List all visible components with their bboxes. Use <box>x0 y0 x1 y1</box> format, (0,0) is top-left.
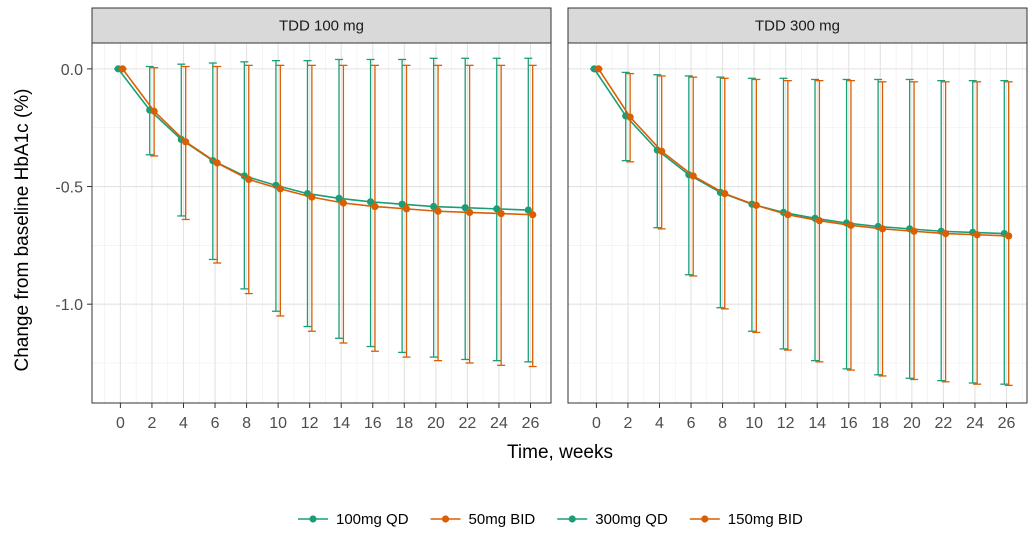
x-tick-label: 14 <box>332 415 350 432</box>
x-tick-label: 2 <box>623 415 632 432</box>
series-line <box>597 68 1009 237</box>
data-point <box>942 229 950 238</box>
legend-label: 50mg BID <box>469 511 536 528</box>
legend-item-50mg-bid: 50mg BID <box>430 511 536 528</box>
x-tick-label: 8 <box>242 415 251 432</box>
data-point <box>335 194 343 202</box>
series-50mg-bid <box>118 64 537 368</box>
x-tick-label: 6 <box>211 415 220 432</box>
data-point <box>689 172 697 180</box>
data-point <box>626 113 634 121</box>
y-tick-label: 0.0 <box>61 62 83 79</box>
legend: 100mg QD 50mg BID 300mg QD 150mg BID <box>298 511 803 528</box>
data-point <box>878 225 887 233</box>
series-line <box>121 68 533 216</box>
data-point <box>371 202 379 211</box>
x-tick-label: 22 <box>459 415 477 432</box>
x-axis-title: Time, weeks <box>507 442 613 463</box>
x-tick-label: 12 <box>301 415 319 432</box>
x-tick-label: 10 <box>269 415 287 432</box>
data-point <box>213 159 221 167</box>
x-tick-label: 16 <box>840 415 858 432</box>
x-tick-label: 4 <box>179 415 188 432</box>
plot-area <box>92 43 551 403</box>
panels-layer: TDD 100 mg0 2 4 6 8 10 12 14 16 18 20 22 24 260.0-0.5… <box>55 7 1028 432</box>
y-axis-title: Change from baseline HbA1c (%) <box>12 88 33 371</box>
x-tick-label: 22 <box>935 415 953 432</box>
data-point <box>461 204 469 212</box>
x-tick-label: 18 <box>871 415 889 432</box>
data-point <box>182 138 190 146</box>
data-point <box>910 227 918 235</box>
data-point <box>402 205 411 213</box>
legend-item-150mg-bid: 150mg BID <box>689 511 803 528</box>
data-point <box>493 205 501 213</box>
legend-key-point <box>568 515 576 523</box>
legend-key-point <box>701 515 709 523</box>
data-point <box>594 65 603 73</box>
x-tick-label: 4 <box>655 415 664 432</box>
data-point <box>815 217 824 225</box>
facet-strip-label: TDD 100 mg <box>279 18 364 35</box>
facet-strip-label: TDD 300 mg <box>755 18 840 35</box>
data-point <box>847 221 855 229</box>
data-point <box>366 198 375 206</box>
y-tick-label: -0.5 <box>55 180 83 197</box>
data-point <box>308 193 316 201</box>
x-tick-label: 18 <box>395 415 413 432</box>
x-tick-label: 16 <box>364 415 382 432</box>
data-point <box>973 231 981 239</box>
data-point <box>245 175 253 184</box>
data-point <box>118 65 127 73</box>
panel-2: TDD 300 mg0 2 4 6 8 10 12 14 16 18 20 22 24 26 <box>567 7 1028 432</box>
x-tick-label: 2 <box>147 415 156 432</box>
data-point <box>434 207 442 215</box>
panel-1: TDD 100 mg0 2 4 6 8 10 12 14 16 18 20 22 24 260.0-0.5… <box>55 7 552 432</box>
x-tick-label: 10 <box>745 415 763 432</box>
legend-label: 150mg BID <box>728 511 803 528</box>
x-tick-label: 6 <box>687 415 696 432</box>
panel-border <box>567 42 1028 404</box>
facet-strip <box>91 7 552 44</box>
x-tick-label: 26 <box>522 415 540 432</box>
legend-label: 300mg QD <box>595 511 668 528</box>
data-point <box>721 189 729 198</box>
data-point <box>466 208 474 217</box>
data-point <box>524 206 532 214</box>
data-point <box>784 211 792 219</box>
facet-strip <box>567 7 1028 44</box>
x-tick-label: 24 <box>966 415 984 432</box>
panel-border <box>91 42 552 404</box>
x-tick-label: 12 <box>777 415 795 432</box>
x-tick-label: 20 <box>427 415 445 432</box>
plot-area <box>568 43 1027 403</box>
x-tick-label: 8 <box>718 415 727 432</box>
data-point <box>276 185 284 193</box>
data-point <box>529 211 537 219</box>
x-tick-label: 20 <box>903 415 921 432</box>
y-tick-label: -1.0 <box>55 297 83 314</box>
data-point <box>150 107 158 115</box>
x-tick-label: 0 <box>592 415 601 432</box>
x-tick-label: 14 <box>808 415 826 432</box>
data-point <box>1005 232 1013 240</box>
data-point <box>497 209 505 218</box>
x-tick-label: 26 <box>998 415 1016 432</box>
legend-item-300mg-qd: 300mg QD <box>557 511 668 528</box>
data-point <box>752 201 760 209</box>
legend-key-point <box>309 515 317 523</box>
legend-label: 100mg QD <box>336 511 409 528</box>
legend-key-point <box>441 515 450 523</box>
x-tick-label: 0 <box>116 415 125 432</box>
data-point <box>430 202 438 211</box>
series-150mg-bid <box>594 65 1013 387</box>
data-point <box>398 200 406 208</box>
data-point <box>339 199 348 207</box>
data-point <box>658 147 666 155</box>
x-tick-label: 24 <box>490 415 508 432</box>
legend-item-100mg-qd: 100mg QD <box>298 511 409 528</box>
series-100mg-qd <box>114 57 533 363</box>
